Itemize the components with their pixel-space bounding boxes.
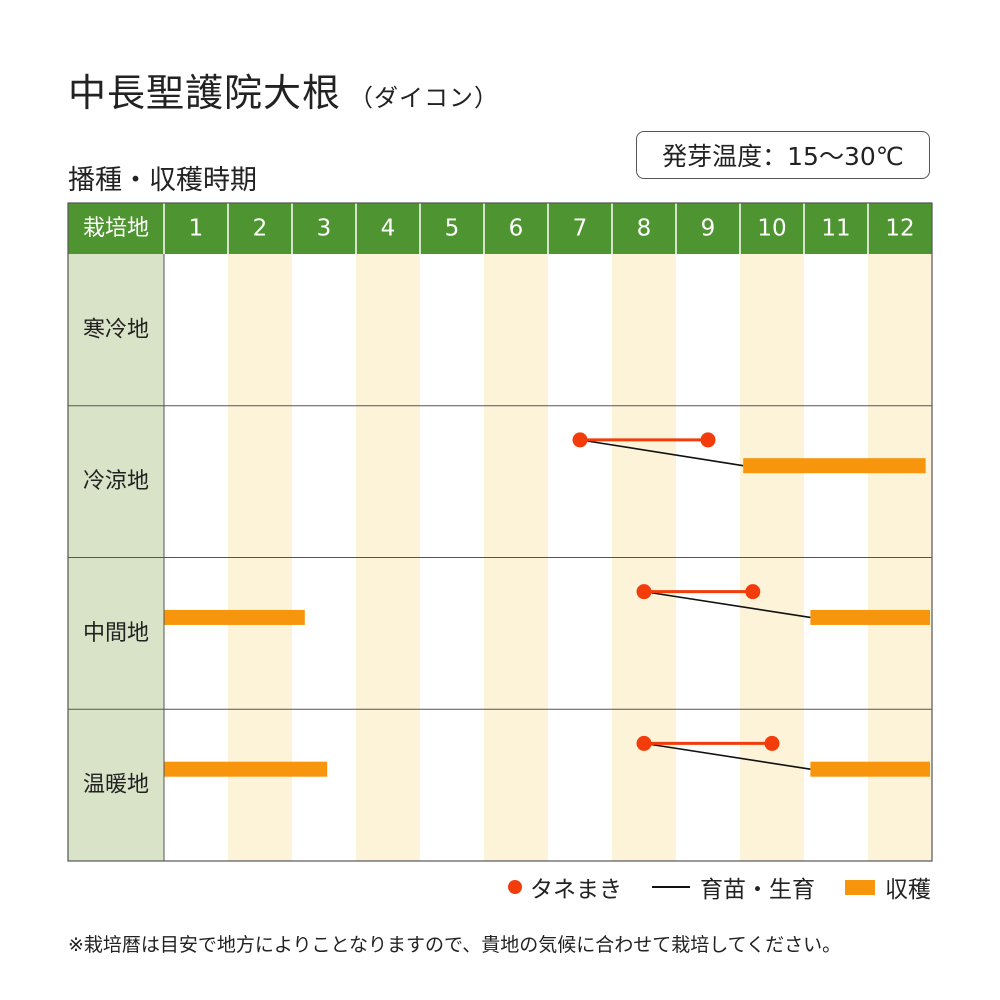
region-label: 温暖地 <box>83 773 149 798</box>
sowing-start-dot <box>636 735 652 751</box>
nursery-line <box>579 439 744 467</box>
sowing-start-dot <box>572 432 588 448</box>
sowing-end-dot <box>745 584 761 600</box>
footnote: ※栽培暦は目安で地方によりことなりますので、貴地の気候に合わせて栽培してください… <box>68 934 842 956</box>
month-label: 1 <box>189 216 204 242</box>
month-label: 12 <box>885 216 914 242</box>
month-label: 2 <box>253 216 268 242</box>
nursery-line <box>643 590 811 619</box>
chart-subtitle: 播種・収穫時期 <box>68 165 257 196</box>
region-label: 冷涼地 <box>83 469 149 494</box>
harvest-bar-icon <box>845 879 875 895</box>
harvest-bar <box>810 609 930 625</box>
sowing-end-dot <box>700 432 716 448</box>
legend-nursery: 育苗・生育 <box>652 870 815 904</box>
legend: タネまき 育苗・生育 収穫 <box>508 870 931 904</box>
region-label: 寒冷地 <box>83 317 149 342</box>
legend-harvest: 収穫 <box>845 870 931 904</box>
nursery-line-icon <box>652 886 690 888</box>
harvest-bar <box>810 761 930 777</box>
legend-harvest-label: 収穫 <box>885 877 931 903</box>
month-label: 9 <box>701 216 716 242</box>
sowing-dot-icon <box>508 880 522 894</box>
region-header-label: 栽培地 <box>83 216 149 241</box>
month-label: 8 <box>637 216 652 242</box>
nursery-line <box>643 742 811 770</box>
sowing-end-dot <box>764 735 780 751</box>
title-main: 中長聖護院大根 <box>68 71 342 115</box>
legend-nursery-label: 育苗・生育 <box>700 877 815 903</box>
month-label: 5 <box>445 216 460 242</box>
month-label: 3 <box>317 216 332 242</box>
month-label: 6 <box>509 216 524 242</box>
harvest-bar <box>743 458 926 474</box>
legend-sowing: タネまき <box>508 870 622 904</box>
sowing-start-dot <box>636 584 652 600</box>
legend-sowing-label: タネまき <box>530 877 622 903</box>
month-label: 10 <box>757 216 786 242</box>
harvest-bar <box>164 761 328 777</box>
page-title: 中長聖護院大根 （ダイコン） <box>68 62 499 117</box>
region-label: 中間地 <box>83 621 149 646</box>
month-label: 11 <box>821 216 850 242</box>
chart-border <box>67 202 933 862</box>
header-bar <box>68 203 932 254</box>
temperature-box: 発芽温度：15～30℃ <box>636 131 930 179</box>
harvest-bar <box>164 609 305 625</box>
month-label: 4 <box>381 216 396 242</box>
month-label: 7 <box>573 216 588 242</box>
title-sub: （ダイコン） <box>349 84 500 112</box>
